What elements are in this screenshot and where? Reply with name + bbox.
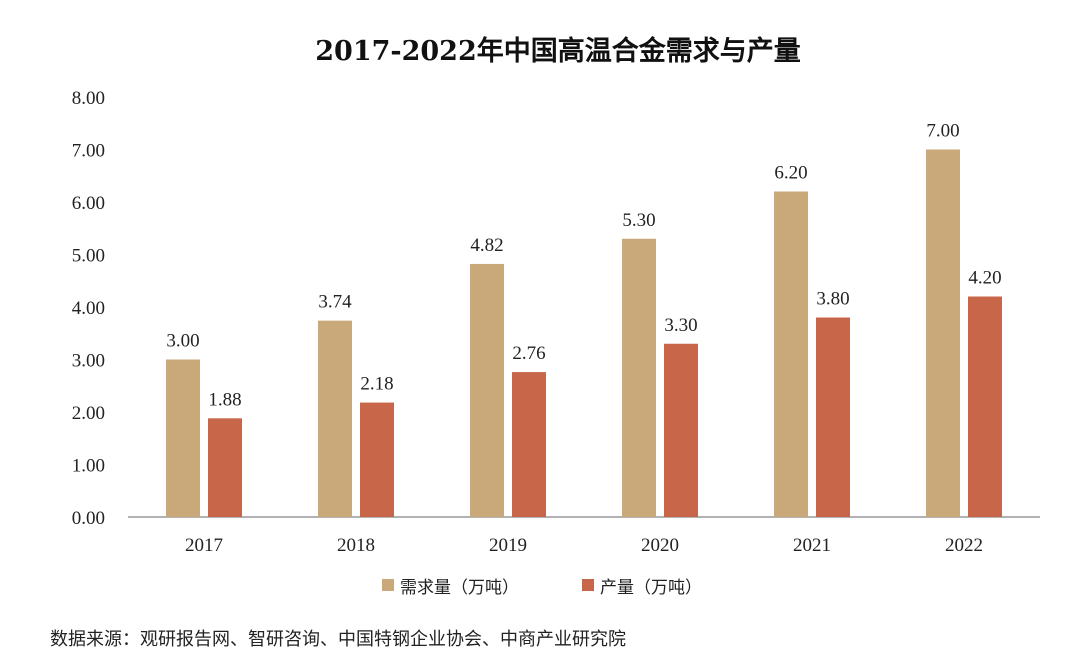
- bar-output-2017: [208, 418, 242, 517]
- legend-label-demand: 需求量（万吨）: [400, 578, 519, 598]
- y-axis: 0.00 1.00 2.00 3.00 4.00 5.00 6.00 7.00 8.00: [72, 88, 105, 529]
- data-label-output-2020: 3.30: [664, 315, 697, 336]
- bar-output-2020: [664, 343, 698, 517]
- data-label-output-2022: 4.20: [968, 268, 1001, 289]
- y-tick-label: 8.00: [72, 88, 105, 109]
- legend-swatch-output: [582, 579, 594, 591]
- bar-output-2018: [360, 402, 394, 517]
- data-label-output-2021: 3.80: [816, 289, 849, 310]
- chart-title: 2017-2022年中国高温合金需求与产量: [315, 35, 801, 67]
- y-tick-label: 3.00: [72, 351, 105, 372]
- bar-demand-2019: [470, 263, 504, 517]
- y-tick-label: 5.00: [72, 246, 105, 267]
- data-label-demand-2019: 4.82: [470, 235, 503, 256]
- bar-demand-2022: [926, 149, 960, 517]
- data-label-demand-2020: 5.30: [622, 210, 655, 231]
- x-tick-label: 2020: [641, 535, 679, 556]
- bar-demand-2017: [166, 359, 200, 517]
- data-label-demand-2022: 7.00: [926, 121, 959, 142]
- bar-demand-2018: [318, 320, 352, 517]
- bar-output-2019: [512, 372, 546, 517]
- y-tick-label: 4.00: [72, 298, 105, 319]
- data-label-output-2017: 1.88: [208, 389, 241, 410]
- y-tick-label: 2.00: [72, 403, 105, 424]
- source-note: 数据来源：观研报告网、智研咨询、中国特钢企业协会、中商产业研究院: [50, 629, 626, 650]
- y-tick-label: 7.00: [72, 141, 105, 162]
- x-tick-label: 2019: [489, 535, 527, 556]
- bar-output-2021: [816, 317, 850, 517]
- bars: 3.00 1.88 3.74 2.18 4.82 2.76 5.30 3.30 6.20 3.80…: [166, 121, 1002, 517]
- y-tick-label: 1.00: [72, 456, 105, 477]
- y-tick-label: 0.00: [72, 508, 105, 529]
- data-label-output-2018: 2.18: [360, 374, 393, 395]
- data-label-demand-2017: 3.00: [166, 331, 199, 352]
- x-tick-label: 2022: [945, 535, 983, 556]
- bar-demand-2020: [622, 238, 656, 517]
- data-label-demand-2021: 6.20: [774, 163, 807, 184]
- data-label-output-2019: 2.76: [512, 343, 545, 364]
- chart: 2017-2022年中国高温合金需求与产量 0.00 1.00 2.00 3.00 4.…: [72, 35, 1040, 598]
- data-label-demand-2018: 3.74: [318, 292, 352, 313]
- x-tick-label: 2018: [337, 535, 375, 556]
- legend-swatch-demand: [382, 579, 394, 591]
- x-axis: 2017 2018 2019 2020 2021 2022: [185, 535, 983, 556]
- legend: 需求量（万吨） 产量（万吨）: [382, 578, 702, 598]
- y-tick-label: 6.00: [72, 193, 105, 214]
- bar-demand-2021: [774, 191, 808, 517]
- x-tick-label: 2017: [185, 535, 223, 556]
- legend-label-output: 产量（万吨）: [600, 578, 702, 598]
- x-tick-label: 2021: [793, 535, 831, 556]
- bar-output-2022: [968, 296, 1002, 517]
